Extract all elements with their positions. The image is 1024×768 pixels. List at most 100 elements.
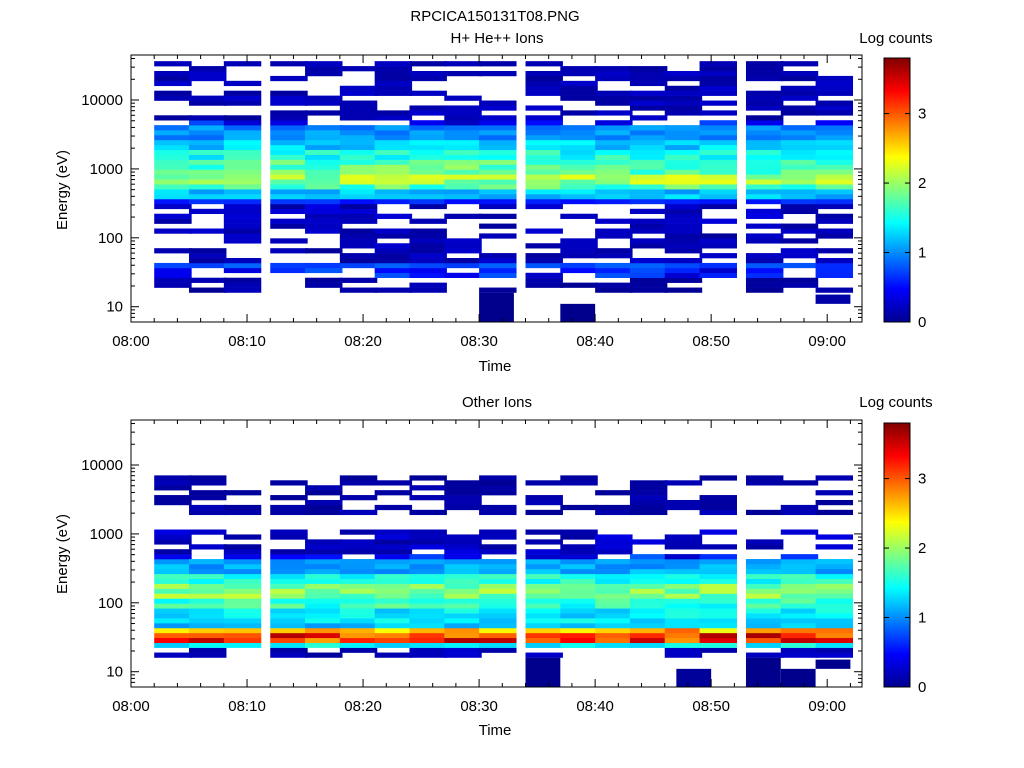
heatmap-cell	[595, 233, 633, 239]
heatmap-cell	[154, 75, 192, 82]
heatmap-cell	[444, 120, 482, 126]
heatmap-cell	[305, 61, 343, 67]
heatmap-cell	[664, 603, 703, 609]
heatmap-block	[560, 303, 596, 322]
heatmap-cell	[525, 159, 563, 165]
heatmap-cell	[664, 499, 703, 506]
heatmap-cell	[305, 71, 343, 77]
heatmap-cell	[374, 174, 413, 180]
heatmap-cell	[409, 608, 447, 614]
heatmap-cell	[305, 623, 343, 629]
heatmap-cell	[560, 549, 598, 555]
heatmap-cell	[525, 568, 563, 575]
heatmap-cell	[305, 179, 343, 185]
heatmap-cell	[525, 277, 563, 283]
panel-top-axes: 08:00 08:10 08:20 08:30 08:40 08:50 09:00 10 100…	[81, 54, 863, 350]
heatmap-cell	[699, 267, 737, 274]
heatmap-cell	[815, 608, 854, 614]
heatmap-cell	[270, 75, 308, 82]
heatmap-cell	[339, 509, 378, 516]
heatmap-cell	[270, 238, 308, 244]
heatmap-cell	[189, 504, 227, 511]
heatmap-cell	[374, 267, 413, 274]
heatmap-cell	[629, 115, 668, 121]
x-tick-label: 08:50	[692, 698, 730, 715]
heatmap-cell	[664, 267, 703, 274]
heatmap-cell	[780, 144, 819, 151]
heatmap-cell	[409, 144, 447, 151]
heatmap-cell	[699, 642, 737, 648]
heatmap-cell	[409, 75, 447, 82]
heatmap-cell	[745, 559, 784, 565]
heatmap-cell	[270, 208, 308, 215]
heatmap-cell	[560, 184, 598, 190]
heatmap-cell	[595, 588, 633, 594]
heatmap-cell	[629, 243, 668, 249]
heatmap-cell	[699, 262, 737, 269]
heatmap-cell	[780, 184, 819, 190]
heatmap-cell	[374, 115, 413, 121]
heatmap-cell	[664, 218, 703, 224]
heatmap-cell	[223, 100, 262, 106]
heatmap-cell	[409, 529, 447, 535]
heatmap-cell	[154, 189, 192, 195]
heatmap-cell	[479, 105, 517, 111]
heatmap-cell	[479, 71, 517, 77]
heatmap-cell	[780, 228, 819, 234]
heatmap-cell	[444, 613, 482, 619]
heatmap-cell	[815, 490, 854, 496]
heatmap-cell	[409, 248, 447, 254]
heatmap-cell	[270, 642, 308, 648]
heatmap-cell	[699, 588, 737, 594]
heatmap-cell	[154, 248, 192, 254]
heatmap-cell	[745, 174, 784, 180]
heatmap-cell	[745, 100, 784, 106]
heatmap-cell	[699, 179, 737, 185]
heatmap-cell	[374, 258, 413, 264]
heatmap-cell	[595, 598, 633, 604]
heatmap-cell	[154, 198, 192, 205]
heatmap-cell	[699, 75, 737, 82]
heatmap-cell	[560, 243, 598, 249]
heatmap-cell	[629, 559, 668, 565]
heatmap-cell	[479, 588, 517, 594]
heatmap-cell	[815, 194, 854, 200]
heatmap-cell	[745, 568, 784, 575]
heatmap-cell	[629, 598, 668, 604]
heatmap-cell	[154, 80, 192, 87]
heatmap-cell	[305, 593, 343, 599]
heatmap-cell	[444, 194, 482, 200]
heatmap-cell	[189, 652, 227, 658]
heatmap-cell	[189, 588, 227, 594]
heatmap-cell	[629, 588, 668, 594]
heatmap-cell	[780, 169, 819, 175]
heatmap-cell	[525, 75, 563, 82]
heatmap-cell	[374, 608, 413, 614]
heatmap-cell	[223, 642, 262, 648]
heatmap-cell	[525, 632, 563, 639]
heatmap-cell	[664, 71, 703, 77]
heatmap-cell	[339, 105, 378, 111]
heatmap-cell	[223, 549, 262, 555]
heatmap-cell	[189, 647, 227, 653]
heatmap-cell	[780, 71, 819, 77]
heatmap-cell	[189, 480, 227, 486]
heatmap-cell	[189, 159, 227, 165]
heatmap-cell	[560, 583, 598, 589]
heatmap-cell	[699, 529, 737, 535]
heatmap-cell	[305, 603, 343, 609]
heatmap-cell	[815, 203, 854, 210]
heatmap-cell	[479, 189, 517, 195]
heatmap-cell	[223, 613, 262, 619]
heatmap-cell	[409, 475, 447, 481]
heatmap-cell	[745, 277, 784, 283]
heatmap-cell	[339, 529, 378, 535]
heatmap-cell	[815, 475, 854, 481]
heatmap-cell	[560, 627, 598, 634]
heatmap-cell	[154, 632, 192, 639]
heatmap-cell	[409, 563, 447, 570]
heatmap-cell	[339, 228, 378, 234]
heatmap-cell	[815, 262, 854, 269]
heatmap-cell	[409, 243, 447, 249]
